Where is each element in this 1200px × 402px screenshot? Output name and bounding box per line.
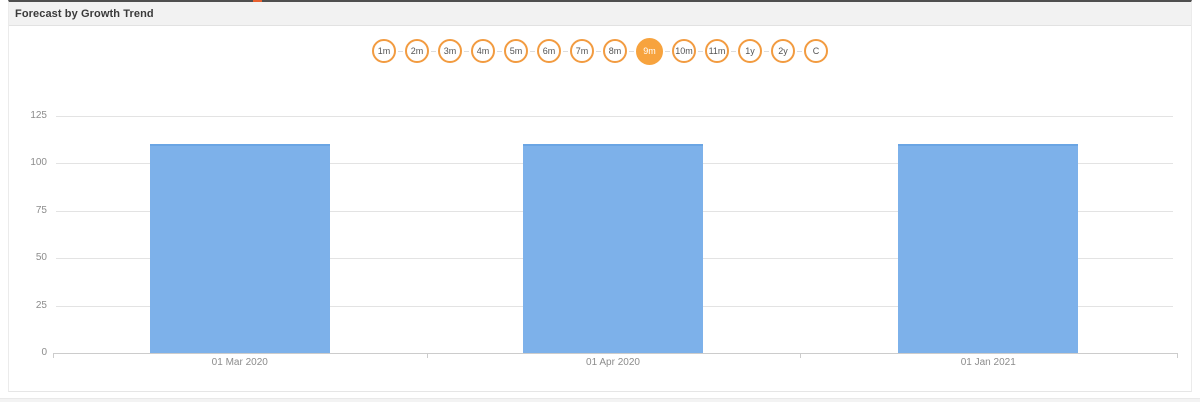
selector-connector bbox=[629, 50, 634, 52]
range-button-10m[interactable]: 10m bbox=[672, 39, 696, 63]
range-selector: 1m 2m 3m 4m 5m 6m 7m 8m 9m 10m 11m 1y 2y C bbox=[9, 36, 1191, 66]
x-axis-tick-3 bbox=[1177, 353, 1178, 358]
y-axis-label-0: 0 bbox=[41, 347, 47, 358]
range-button-7m[interactable]: 7m bbox=[570, 39, 594, 63]
panel-header: Forecast by Growth Trend bbox=[9, 2, 1191, 26]
selector-connector bbox=[731, 50, 736, 52]
bar-01-mar-2020[interactable] bbox=[149, 144, 330, 353]
bar-01-jan-2021[interactable] bbox=[898, 144, 1079, 353]
bar-chart: 0 25 50 75 100 125 01 Mar 2020 01 Apr 2020 01 Ja… bbox=[9, 2, 1191, 391]
selector-connector bbox=[464, 50, 469, 52]
x-axis-tick-0 bbox=[53, 353, 54, 358]
range-button-9m[interactable]: 9m bbox=[636, 37, 663, 65]
range-button-6m[interactable]: 6m bbox=[537, 39, 561, 63]
selector-connector bbox=[665, 50, 670, 52]
range-button-1y[interactable]: 1y bbox=[738, 39, 762, 63]
selector-connector bbox=[530, 50, 535, 52]
selector-connector bbox=[797, 50, 802, 52]
range-button-5m[interactable]: 5m bbox=[504, 39, 528, 63]
selector-connector bbox=[563, 50, 568, 52]
gridline-125 bbox=[56, 116, 1173, 117]
forecast-panel: Forecast by Growth Trend 1m 2m 3m 4m 5m 6m 7m 8… bbox=[8, 0, 1192, 392]
next-section-edge bbox=[0, 398, 1200, 402]
range-button-3m[interactable]: 3m bbox=[438, 39, 462, 63]
range-button-8m[interactable]: 8m bbox=[603, 39, 627, 63]
range-button-1m[interactable]: 1m bbox=[372, 39, 396, 63]
x-axis-label-0: 01 Mar 2020 bbox=[211, 357, 268, 368]
x-axis-label-1: 01 Apr 2020 bbox=[586, 357, 640, 368]
x-axis-line bbox=[53, 353, 1177, 354]
y-axis-label-100: 100 bbox=[30, 157, 47, 169]
x-axis-tick-1 bbox=[426, 353, 428, 358]
range-button-2m[interactable]: 2m bbox=[405, 39, 429, 63]
y-axis-label-25: 25 bbox=[35, 299, 47, 311]
selector-connector bbox=[698, 50, 703, 52]
range-button-2y[interactable]: 2y bbox=[771, 39, 795, 63]
bar-01-apr-2020[interactable] bbox=[523, 144, 703, 353]
selector-connector bbox=[764, 50, 769, 52]
y-axis-label-75: 75 bbox=[35, 204, 47, 216]
selector-connector bbox=[398, 50, 403, 52]
x-axis-tick-2 bbox=[799, 353, 801, 358]
top-accent-mark bbox=[253, 0, 262, 2]
range-button-4m[interactable]: 4m bbox=[471, 39, 495, 63]
selector-connector bbox=[596, 50, 601, 52]
selector-connector bbox=[431, 50, 436, 52]
y-axis-label-50: 50 bbox=[35, 252, 47, 264]
range-button-11m[interactable]: 11m bbox=[705, 39, 729, 63]
panel-title: Forecast by Growth Trend bbox=[15, 8, 154, 20]
x-axis-label-2: 01 Jan 2021 bbox=[960, 357, 1016, 368]
range-button-c[interactable]: C bbox=[804, 39, 828, 63]
selector-connector bbox=[497, 50, 502, 52]
y-axis-label-125: 125 bbox=[30, 110, 47, 121]
